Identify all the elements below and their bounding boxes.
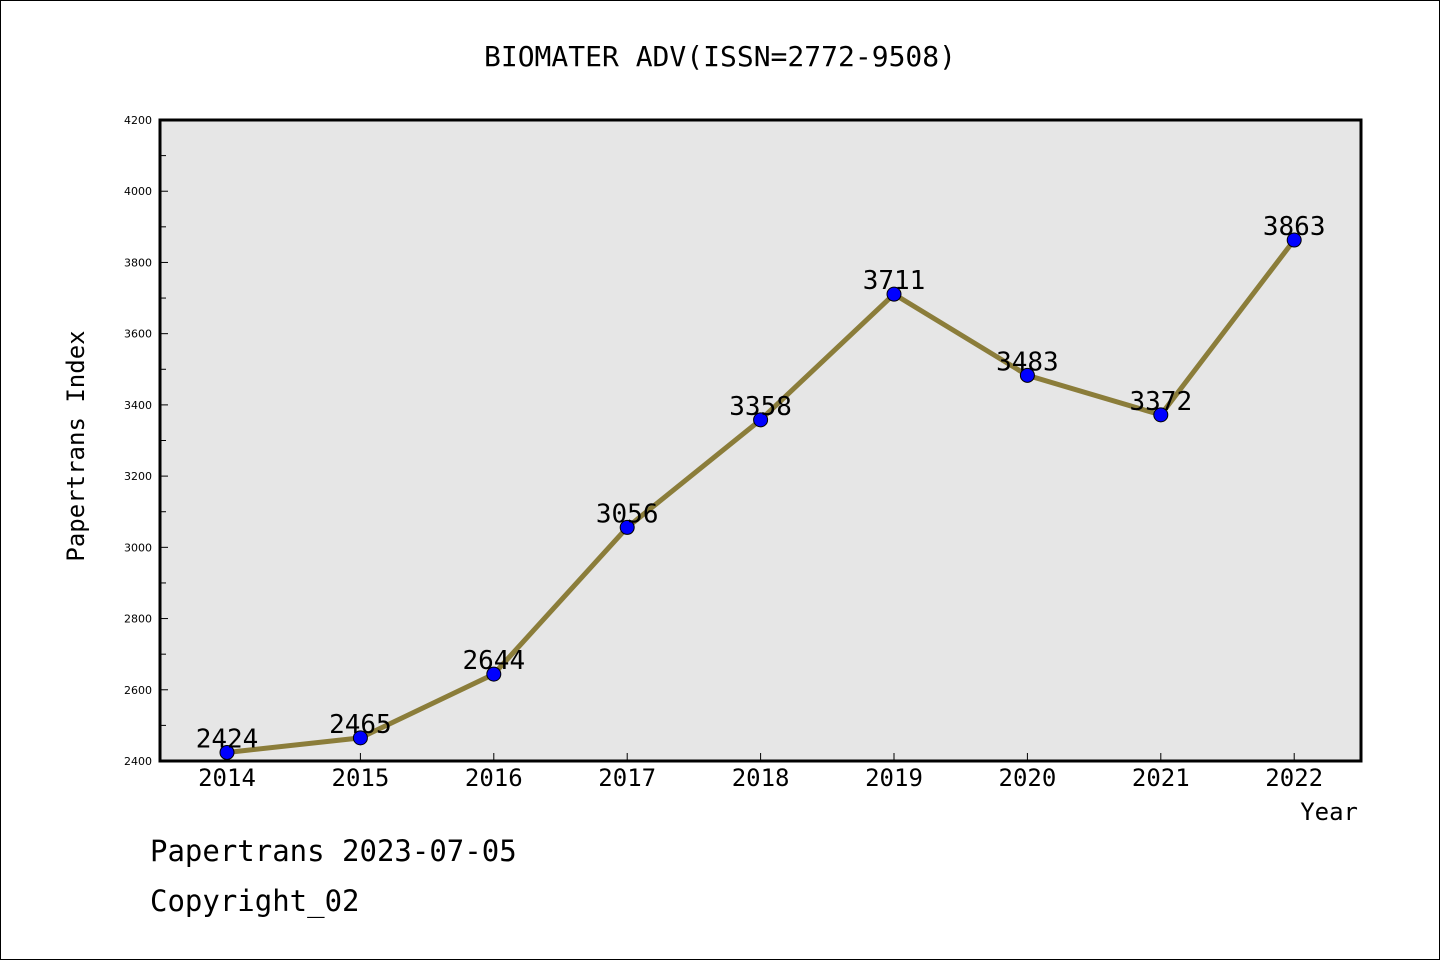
x-tick-label: 2018	[732, 764, 790, 792]
x-tick-label: 2020	[999, 764, 1057, 792]
data-point	[1019, 367, 1035, 383]
data-label: 3056	[596, 499, 659, 529]
data-label: 3358	[729, 392, 792, 422]
x-tick-label: 2019	[865, 764, 923, 792]
data-point	[886, 286, 902, 302]
y-tick-label: 3200	[124, 470, 152, 483]
data-label: 3711	[863, 266, 926, 296]
y-tick-label: 2600	[124, 684, 152, 697]
y-tick-label: 4000	[124, 185, 152, 198]
plot-area	[158, 118, 1363, 763]
x-tick-label: 2017	[598, 764, 656, 792]
data-label: 2465	[329, 710, 392, 740]
data-point	[486, 666, 502, 682]
x-tick-label: 2016	[465, 764, 523, 792]
x-tick-label: 2014	[198, 764, 256, 792]
y-tick-label: 3000	[124, 541, 152, 554]
y-tick-label: 3600	[124, 328, 152, 341]
data-label: 3372	[1129, 387, 1192, 417]
x-tick-label: 2015	[332, 764, 390, 792]
x-tick-label: 2021	[1132, 764, 1190, 792]
chart-title: BIOMATER ADV(ISSN=2772-9508)	[484, 40, 956, 73]
y-tick-label: 2800	[124, 613, 152, 626]
footer-source-date: Papertrans 2023-07-05	[150, 834, 517, 868]
footer-copyright: Copyright_02	[150, 884, 360, 918]
data-labels: 2424 2465 2644 3056 3358 3711 3483 3372 3863	[196, 212, 1326, 754]
data-label: 3483	[996, 347, 1059, 377]
data-label: 2424	[196, 724, 259, 754]
x-axis-label: Year	[1300, 798, 1358, 826]
y-tick-label: 3800	[124, 256, 152, 269]
data-point	[219, 744, 235, 760]
y-axis: 2400 2600 2800 3000 3200 3400 3600 3800 4000 4200	[124, 114, 168, 768]
y-tick-label: 4200	[124, 114, 152, 127]
data-point	[753, 412, 769, 428]
x-tick-label: 2022	[1265, 764, 1323, 792]
data-point	[1153, 407, 1169, 423]
y-tick-label: 3400	[124, 399, 152, 412]
x-axis: 2014 2015 2016 2017 2018 2019 2020 2021 2022	[198, 753, 1323, 792]
data-point	[352, 730, 368, 746]
series-revenue-line	[219, 232, 1302, 760]
y-tick-label: 2400	[124, 755, 152, 768]
data-point	[619, 519, 635, 535]
data-label: 2644	[462, 646, 525, 676]
y-axis-label: Papertrans Index	[62, 330, 90, 561]
data-point	[1286, 232, 1302, 248]
data-label: 3863	[1263, 212, 1326, 242]
